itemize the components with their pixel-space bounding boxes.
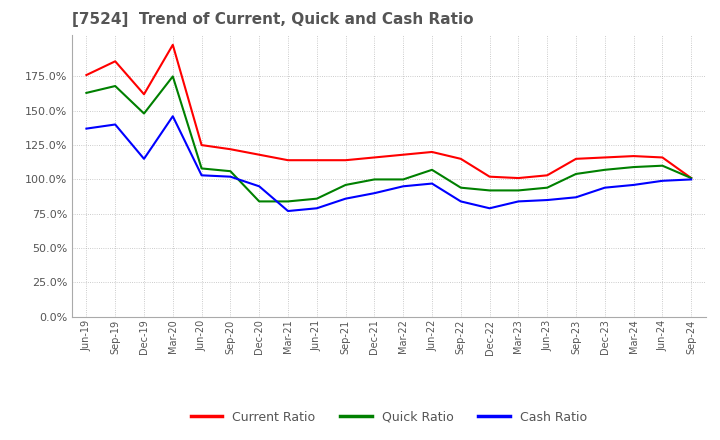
Quick Ratio xyxy=(629,165,638,170)
Cash Ratio xyxy=(629,182,638,187)
Quick Ratio xyxy=(82,90,91,95)
Current Ratio xyxy=(168,42,177,48)
Cash Ratio xyxy=(485,205,494,211)
Cash Ratio xyxy=(658,178,667,183)
Current Ratio xyxy=(284,158,292,163)
Quick Ratio xyxy=(399,177,408,182)
Quick Ratio xyxy=(600,167,609,172)
Current Ratio xyxy=(82,73,91,78)
Cash Ratio xyxy=(284,209,292,214)
Cash Ratio xyxy=(543,198,552,203)
Current Ratio xyxy=(629,154,638,159)
Cash Ratio xyxy=(370,191,379,196)
Line: Cash Ratio: Cash Ratio xyxy=(86,116,691,211)
Cash Ratio xyxy=(687,177,696,182)
Text: [7524]  Trend of Current, Quick and Cash Ratio: [7524] Trend of Current, Quick and Cash … xyxy=(72,12,474,27)
Quick Ratio xyxy=(140,111,148,116)
Current Ratio xyxy=(399,152,408,158)
Current Ratio xyxy=(428,149,436,154)
Legend: Current Ratio, Quick Ratio, Cash Ratio: Current Ratio, Quick Ratio, Cash Ratio xyxy=(186,406,592,429)
Cash Ratio xyxy=(514,199,523,204)
Cash Ratio xyxy=(197,172,206,178)
Cash Ratio xyxy=(255,183,264,189)
Current Ratio xyxy=(600,155,609,160)
Cash Ratio xyxy=(82,126,91,131)
Line: Current Ratio: Current Ratio xyxy=(86,45,691,178)
Cash Ratio xyxy=(428,181,436,186)
Current Ratio xyxy=(456,156,465,161)
Cash Ratio xyxy=(111,122,120,127)
Current Ratio xyxy=(543,172,552,178)
Quick Ratio xyxy=(370,177,379,182)
Quick Ratio xyxy=(168,74,177,79)
Current Ratio xyxy=(514,176,523,181)
Current Ratio xyxy=(111,59,120,64)
Quick Ratio xyxy=(658,163,667,169)
Cash Ratio xyxy=(399,183,408,189)
Current Ratio xyxy=(226,147,235,152)
Line: Quick Ratio: Quick Ratio xyxy=(86,77,691,202)
Current Ratio xyxy=(370,155,379,160)
Quick Ratio xyxy=(312,196,321,202)
Cash Ratio xyxy=(572,194,580,200)
Cash Ratio xyxy=(312,205,321,211)
Current Ratio xyxy=(687,176,696,181)
Quick Ratio xyxy=(687,176,696,181)
Quick Ratio xyxy=(226,169,235,174)
Quick Ratio xyxy=(572,171,580,176)
Quick Ratio xyxy=(341,182,350,187)
Current Ratio xyxy=(255,152,264,158)
Cash Ratio xyxy=(140,156,148,161)
Cash Ratio xyxy=(168,114,177,119)
Current Ratio xyxy=(572,156,580,161)
Quick Ratio xyxy=(255,199,264,204)
Current Ratio xyxy=(197,143,206,148)
Quick Ratio xyxy=(514,188,523,193)
Current Ratio xyxy=(140,92,148,97)
Quick Ratio xyxy=(197,166,206,171)
Current Ratio xyxy=(341,158,350,163)
Quick Ratio xyxy=(543,185,552,191)
Quick Ratio xyxy=(284,199,292,204)
Cash Ratio xyxy=(341,196,350,202)
Cash Ratio xyxy=(226,174,235,180)
Quick Ratio xyxy=(485,188,494,193)
Cash Ratio xyxy=(600,185,609,191)
Current Ratio xyxy=(312,158,321,163)
Quick Ratio xyxy=(428,167,436,172)
Current Ratio xyxy=(485,174,494,180)
Cash Ratio xyxy=(456,199,465,204)
Quick Ratio xyxy=(111,84,120,89)
Current Ratio xyxy=(658,155,667,160)
Quick Ratio xyxy=(456,185,465,191)
